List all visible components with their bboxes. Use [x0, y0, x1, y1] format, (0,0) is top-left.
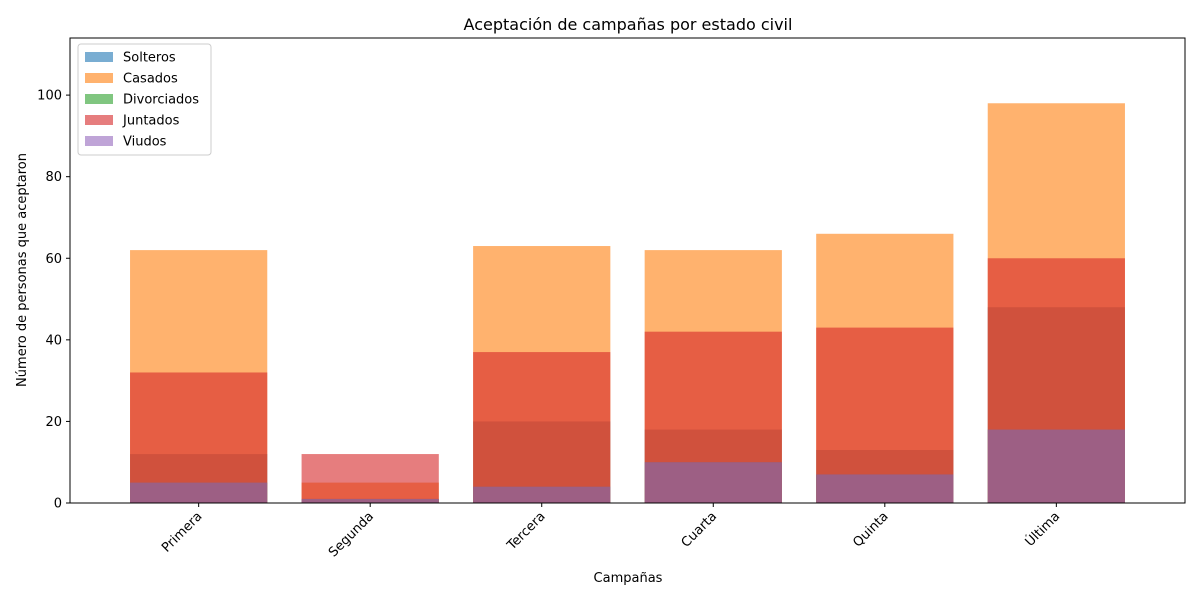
x-tick-label-5: Última	[1022, 509, 1063, 550]
legend-swatch-solteros	[85, 52, 113, 62]
legend-swatch-juntados	[85, 115, 113, 125]
y-tick-label-1: 20	[45, 415, 62, 430]
bar-juntados-1	[301, 454, 439, 503]
y-tick-label-0: 0	[54, 497, 62, 512]
bar-juntados-2	[473, 352, 611, 503]
y-tick-label-4: 80	[45, 170, 62, 185]
legend-swatch-casados	[85, 73, 113, 83]
bar-viudos-3	[644, 462, 782, 503]
legend-label-solteros: Solteros	[123, 51, 176, 66]
x-tick-label-4: Quinta	[850, 509, 891, 550]
legend-swatch-viudos	[85, 136, 113, 146]
y-tick-label-2: 40	[45, 333, 62, 348]
bar-viudos-5	[987, 429, 1125, 503]
bar-viudos-4	[816, 474, 954, 503]
legend: Solteros Casados Divorciados Juntados Viudos	[77, 43, 212, 156]
x-tick-label-1: Segunda	[326, 509, 377, 560]
plot-frame	[69, 37, 1186, 504]
bar-viudos-0	[130, 482, 268, 503]
legend-label-juntados: Juntados	[122, 114, 180, 129]
y-axis-label: Número de personas que aceptaron	[15, 153, 30, 387]
bar-juntados-0	[130, 372, 268, 503]
x-tick-label-3: Cuarta	[679, 509, 721, 551]
legend-label-casados: Casados	[123, 72, 178, 87]
legend-label-viudos: Viudos	[123, 135, 167, 150]
x-axis-label: Campañas	[594, 571, 663, 586]
bar-viudos-2	[473, 486, 611, 503]
bar-juntados-4	[816, 327, 954, 503]
legend-swatch-divorciados	[85, 94, 113, 104]
bars-layer	[130, 103, 1125, 504]
y-tick-label-3: 60	[45, 252, 62, 267]
y-tick-label-5: 100	[37, 89, 62, 104]
legend-box	[77, 43, 212, 156]
chart-title: Aceptación de campañas por estado civil	[464, 15, 793, 34]
legend-label-divorciados: Divorciados	[123, 93, 199, 108]
x-tick-label-0: Primera	[159, 509, 205, 555]
bar-viudos-1	[301, 498, 439, 503]
x-tick-label-2: Tercera	[504, 509, 549, 554]
